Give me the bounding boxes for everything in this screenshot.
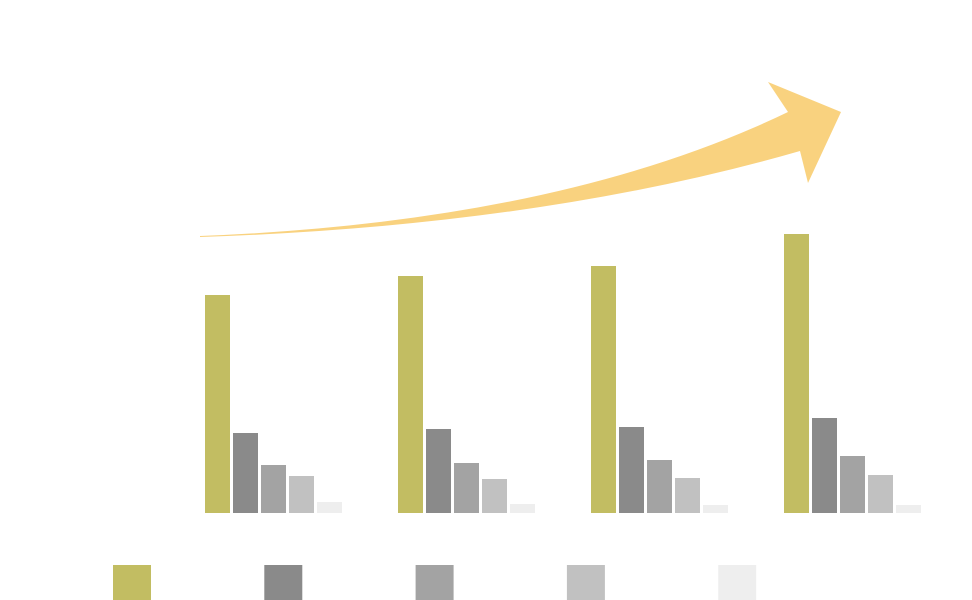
- bar: [482, 479, 507, 513]
- bar: [454, 463, 479, 513]
- bar: [233, 433, 258, 513]
- bar: [426, 429, 451, 513]
- bar: [261, 465, 286, 513]
- legend-swatch: [566, 565, 605, 600]
- bar: [868, 475, 893, 513]
- trend-arrow: [200, 82, 841, 237]
- bar: [289, 476, 314, 513]
- bar: [317, 502, 342, 513]
- bar: [703, 505, 728, 513]
- bar: [205, 295, 230, 513]
- bar: [784, 234, 809, 513]
- bar: [619, 427, 644, 513]
- bar: [647, 460, 672, 513]
- legend-swatch: [718, 565, 757, 600]
- bar: [398, 276, 423, 513]
- legend-swatch: [264, 565, 303, 600]
- bar: [591, 266, 616, 513]
- legend-swatch: [415, 565, 454, 600]
- legend-swatch: [113, 565, 151, 600]
- bar: [675, 478, 700, 513]
- bar: [840, 456, 865, 513]
- bar: [510, 504, 535, 513]
- bar: [896, 505, 921, 513]
- bar: [812, 418, 837, 513]
